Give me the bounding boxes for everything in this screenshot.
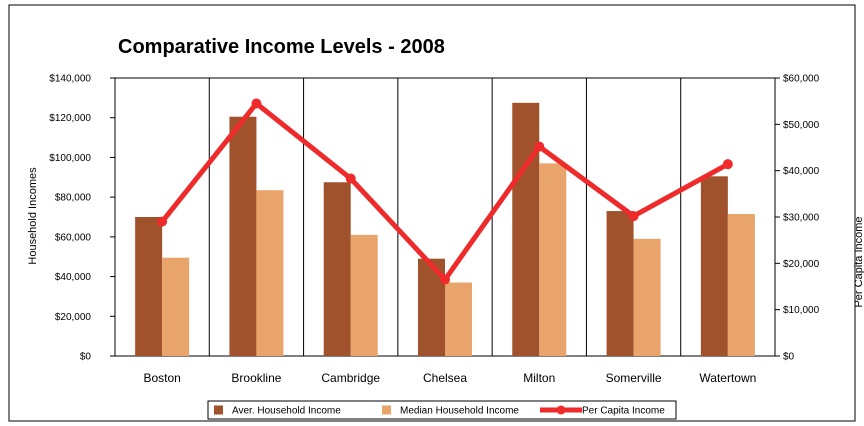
plot-area: $0 $20,000 $40,000 $60,000 $80,000 $100,000 $1… <box>49 74 819 386</box>
x-axis-category-label: Boston <box>143 371 180 385</box>
per-capita-income-point <box>628 211 639 222</box>
bar-aver-household-income <box>700 176 728 356</box>
bar-median-household-income <box>256 190 284 356</box>
bar-median-household-income <box>727 214 755 356</box>
per-capita-income-point <box>440 274 450 285</box>
bar-median-household-income <box>445 282 472 356</box>
legend-marker-per-capita-income <box>556 405 566 415</box>
y-axis-title: Household Incomes <box>27 167 39 265</box>
x-axis-category-label: Milton <box>523 371 555 385</box>
legend-label-aver-household-income: Aver. Household Income <box>232 406 341 417</box>
y2-axis-tick-label: $0 <box>783 352 795 363</box>
y2-axis-tick-label: $50,000 <box>783 120 820 131</box>
per-capita-income-point <box>345 173 356 184</box>
bar-aver-household-income <box>512 102 540 356</box>
y2-axis-tick-label: $30,000 <box>783 213 820 224</box>
y-axis-tick-label: $60,000 <box>55 232 92 243</box>
per-capita-income-point <box>722 159 733 170</box>
bar-median-household-income <box>633 238 661 356</box>
legend-label-median-household-income: Median Household Income <box>400 406 519 417</box>
bar-aver-household-income <box>135 217 163 356</box>
bar-aver-household-income <box>606 211 634 356</box>
y2-axis-title: Per Capita Income <box>853 216 864 307</box>
legend-label-per-capita-income: Per Capita Income <box>582 406 665 417</box>
y-axis-tick-label: $100,000 <box>49 153 91 164</box>
bar-aver-household-income <box>323 182 351 356</box>
legend-swatch-median-household-income <box>382 405 391 415</box>
chart-title: Comparative Income Levels - 2008 <box>118 36 445 58</box>
per-capita-income-point <box>534 141 545 152</box>
bar-median-household-income <box>539 163 567 356</box>
y-axis-tick-label: $120,000 <box>49 113 91 124</box>
y-axis-tick-label: $140,000 <box>49 74 91 85</box>
bar-aver-household-income <box>229 116 257 356</box>
y-axis-tick-label: $80,000 <box>55 193 92 204</box>
legend-swatch-aver-household-income <box>214 405 223 415</box>
x-axis-category-label: Chelsea <box>423 371 467 385</box>
per-capita-income-point <box>157 216 168 227</box>
per-capita-income-point <box>251 98 262 109</box>
y-axis-tick-label: $20,000 <box>55 312 92 323</box>
y-axis-tick-label: $40,000 <box>55 272 92 283</box>
legend-box <box>207 400 677 420</box>
y2-axis-tick-label: $20,000 <box>783 259 820 270</box>
x-axis-category-label: Watertown <box>699 371 756 385</box>
bar-median-household-income <box>162 257 190 356</box>
bar-median-household-income <box>350 234 378 356</box>
x-axis-category-label: Cambridge <box>321 371 380 385</box>
y2-axis-tick-label: $10,000 <box>783 305 820 316</box>
y2-axis-tick-label: $60,000 <box>783 74 820 85</box>
legend: Aver. Household Income Median Household I… <box>207 400 677 420</box>
x-axis-category-label: Somerville <box>606 371 662 385</box>
x-axis-category-label: Brookline <box>231 371 281 385</box>
y-axis-tick-label: $0 <box>80 352 92 363</box>
y2-axis-tick-label: $40,000 <box>783 166 820 177</box>
y-axis-title-group: Household Incomes <box>27 167 39 265</box>
y2-axis-title-group: Per Capita Income <box>853 216 864 307</box>
